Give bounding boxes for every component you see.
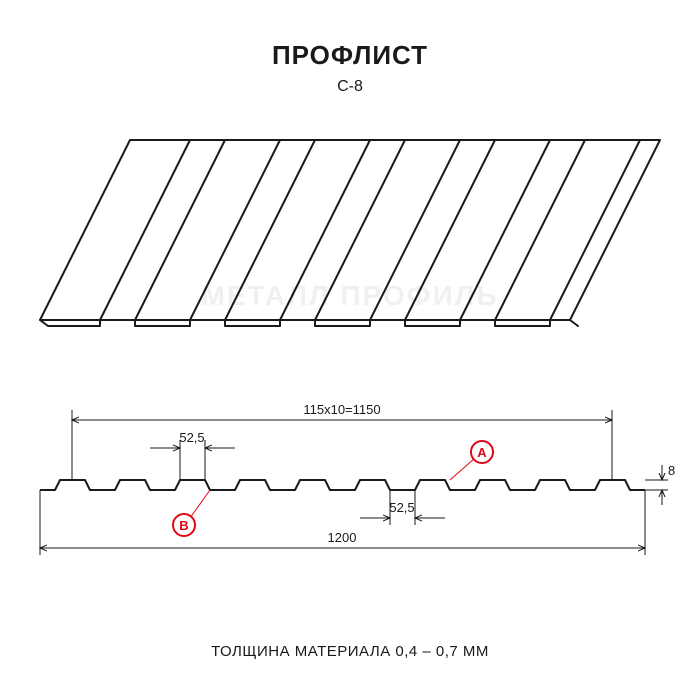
dim-rib-top: 52,5 bbox=[179, 430, 204, 445]
svg-text:A: A bbox=[477, 445, 487, 460]
marker-b: B bbox=[173, 490, 210, 536]
cross-section: 115x10=1150 52,5 52,5 1200 8 bbox=[20, 380, 680, 580]
dim-overall: 1200 bbox=[328, 530, 357, 545]
dim-rib-bottom: 52,5 bbox=[389, 500, 414, 515]
page-subtitle: С-8 bbox=[0, 78, 700, 96]
dim-useful-width: 115x10=1150 bbox=[303, 402, 380, 417]
iso-view bbox=[30, 120, 670, 340]
page-title: ПРОФЛИСТ bbox=[0, 40, 700, 71]
marker-a: A bbox=[450, 441, 493, 480]
svg-text:B: B bbox=[179, 518, 188, 533]
dim-height: 8 bbox=[668, 463, 675, 478]
page: ПРОФЛИСТ С-8 bbox=[0, 0, 700, 700]
footer-text: ТОЛЩИНА МАТЕРИАЛА 0,4 – 0,7 ММ bbox=[0, 643, 700, 660]
